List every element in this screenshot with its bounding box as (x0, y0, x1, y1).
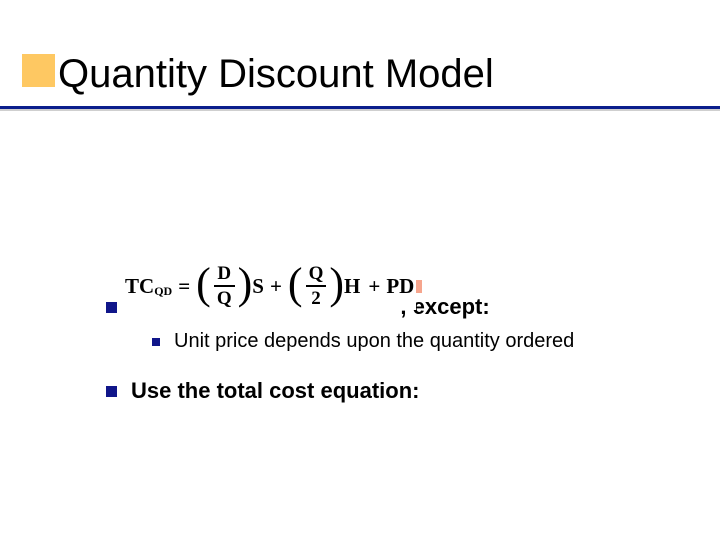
fraction-q-over-2: Q 2 (306, 264, 327, 307)
bullet-1-sub-text: Unit price depends upon the quantity ord… (174, 330, 574, 353)
formula-overlay: TC QD = ( D Q ) S + ( Q 2 ) H + PD (125, 262, 416, 310)
bullet-row-1-sub: Unit price depends upon the quantity ord… (152, 330, 574, 353)
page-title: Quantity Discount Model (58, 52, 494, 97)
formula-lhs: TC (125, 274, 154, 299)
bullet-icon (152, 338, 160, 346)
title-area: Quantity Discount Model (0, 52, 720, 130)
highlighted-pd-term: + PD (360, 274, 416, 299)
bullet-icon (106, 302, 117, 313)
term-s: S (252, 274, 264, 299)
title-accent-box (22, 54, 55, 87)
bullet-2-text: Use the total cost equation: (131, 378, 419, 404)
term-h: H (344, 274, 360, 299)
plus-sign: + (368, 274, 380, 299)
paren-close-icon: ) (238, 262, 253, 306)
cost-formula: TC QD = ( D Q ) S + ( Q 2 ) H + PD (125, 262, 416, 310)
paren-open-icon: ( (288, 262, 303, 306)
term-pd: PD (386, 274, 414, 299)
formula-lhs-subscript: QD (154, 284, 172, 299)
fraction-bar (214, 285, 235, 286)
equals-sign: = (178, 274, 190, 299)
paren-open-icon: ( (196, 262, 211, 306)
fraction-den: 2 (308, 289, 324, 308)
fraction-num: Q (306, 264, 327, 283)
fraction-d-over-q: D Q (214, 264, 235, 307)
title-underline-secondary (0, 109, 720, 111)
fraction-num: D (214, 264, 234, 283)
bullet-icon (106, 386, 117, 397)
bullet-row-2: Use the total cost equation: (106, 378, 419, 404)
paren-close-icon: ) (329, 262, 344, 306)
fraction-bar (306, 285, 327, 286)
fraction-den: Q (214, 289, 235, 308)
plus-sign: + (270, 274, 282, 299)
